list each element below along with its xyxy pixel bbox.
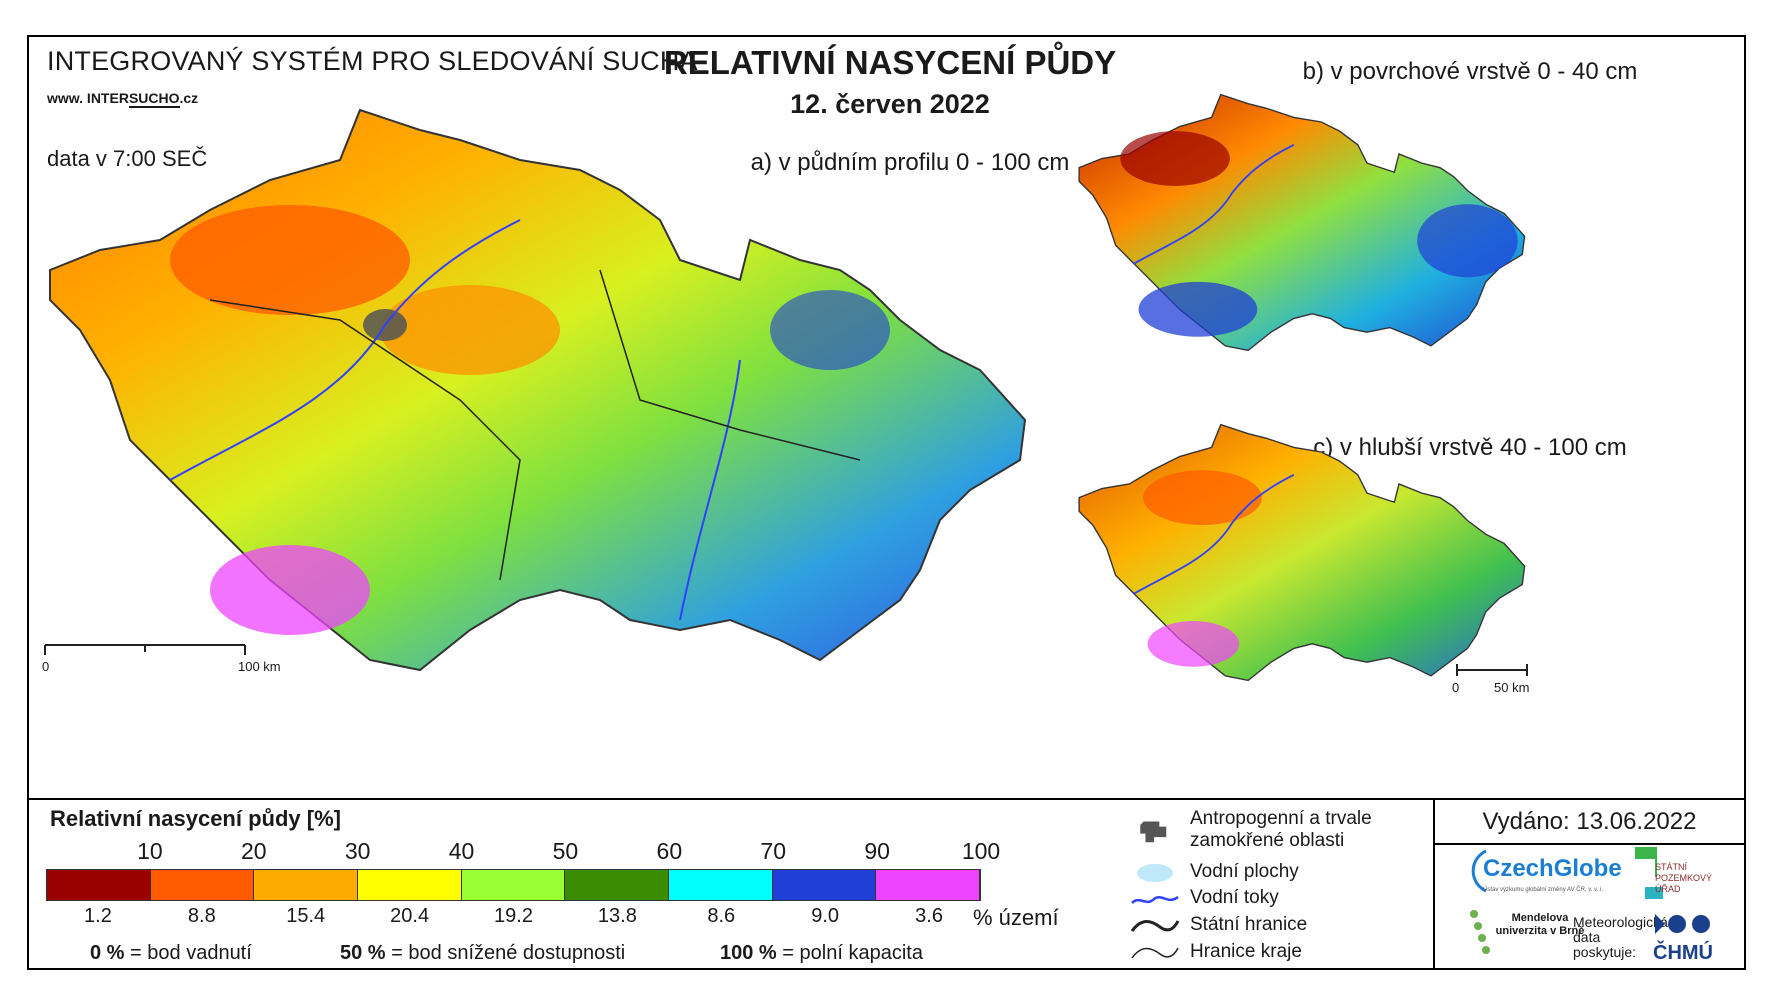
region-border-label: Hranice kraje — [1190, 941, 1302, 962]
surface-soil-map — [1078, 93, 1526, 352]
map-title: RELATIVNÍ NASYCENÍ PŮDY — [663, 44, 1117, 81]
small-scale-start: 0 — [1452, 680, 1460, 695]
legend-threshold: 90 — [864, 838, 890, 864]
legend-class-3 — [358, 870, 462, 900]
czechglobe-arc-icon — [1471, 849, 1487, 893]
deep-river — [1133, 474, 1295, 595]
legend-threshold: 70 — [760, 838, 787, 864]
surface-dry-nw — [1120, 131, 1230, 186]
system-title: INTEGROVANÝ SYSTÉM PRO SLEDOVÁNÍ SUCHA — [47, 46, 698, 76]
urban-area-label: Antropogenní a trvale zamokřené oblasti — [1190, 808, 1372, 851]
legend-class-1 — [150, 870, 255, 900]
surface-map-label: b) v povrchové vrstvě 0 - 40 cm — [1302, 58, 1638, 85]
legend-threshold: 50 — [552, 838, 579, 864]
legend-share: 15.4 — [286, 905, 326, 927]
legend-share: 3.6 — [915, 905, 943, 927]
river-morava — [679, 359, 741, 621]
main-soil-map — [44, 108, 1027, 672]
mendel-dots-icon — [1470, 910, 1490, 954]
definition-50: 50 % = bod snížené dostupnosti — [340, 942, 626, 964]
mendel-logo-text: Mendelova univerzita v Brně — [1495, 912, 1585, 937]
main-map-label: a) v půdním profilu 0 - 100 cm — [750, 149, 1070, 176]
legend-share: 19.2 — [494, 905, 533, 927]
issued-box — [1433, 800, 1746, 970]
river-main — [169, 219, 521, 481]
legend-share-unit: % území — [973, 905, 1059, 930]
map-date: 12. červen 2022 — [790, 89, 990, 119]
surface-river — [1133, 144, 1295, 265]
czechglobe-logo: CzechGlobe — [1483, 855, 1622, 882]
legend-class-4 — [461, 870, 566, 900]
chmu-logo-icon — [1655, 914, 1710, 934]
legend-class-6 — [669, 870, 773, 900]
legend-class-2 — [254, 870, 359, 900]
legend-threshold: 10 — [137, 838, 163, 864]
legend-share: 9.0 — [811, 905, 840, 927]
spu-logo-icon — [1635, 847, 1663, 899]
river-icon — [1131, 895, 1179, 904]
region-border-icon — [1131, 947, 1179, 959]
legend-threshold: 60 — [656, 838, 683, 864]
czech-outline-main — [49, 108, 1027, 672]
chmu-logo-text: ČHMÚ — [1653, 942, 1713, 964]
legend-share: 1.2 — [84, 905, 112, 927]
legend-threshold: 100 — [961, 838, 1001, 864]
dry-region-central — [380, 285, 560, 375]
wet-region-sw — [210, 545, 370, 635]
meteo-data-label: Meteorologická data poskytuje: — [1573, 914, 1668, 960]
deep-map-label: c) v hlubší vrstvě 40 - 100 cm — [1313, 434, 1627, 461]
urban-area-icon — [1140, 821, 1167, 843]
legend-share: 8.6 — [707, 905, 736, 927]
czechglobe-subtitle: Ústav výzkumu globální změny AV ČR, v. v… — [1483, 887, 1604, 893]
legend-share: 20.4 — [390, 905, 430, 927]
wet-region-ne — [770, 290, 890, 370]
surface-wet-sw — [1138, 281, 1258, 337]
dry-region-nw — [170, 205, 410, 315]
issued-date: Vydáno: 13.06.2022 — [1482, 808, 1697, 835]
czech-outline-deep — [1078, 423, 1526, 682]
legend-class-8 — [876, 870, 981, 900]
website-link[interactable]: www. INTERSUCHO.cz — [47, 90, 199, 108]
deep-wet-sw — [1147, 621, 1240, 667]
legend-share: 13.8 — [597, 905, 637, 927]
definition-0: 0 % = bod vadnutí — [90, 942, 252, 964]
legend-title: Relativní nasycení půdy [%] — [50, 806, 341, 831]
legend-threshold: 40 — [448, 838, 475, 864]
legend-class-0 — [47, 870, 151, 900]
legend-colorbar — [46, 869, 981, 901]
deep-soil-map — [1078, 423, 1526, 682]
main-scale-start: 0 — [42, 659, 50, 674]
issued-divider — [1433, 843, 1746, 845]
legend-threshold: 30 — [344, 838, 371, 864]
main-scale-end: 100 km — [238, 659, 281, 674]
river-label: Vodní toky — [1190, 887, 1279, 908]
water-body-icon — [1137, 864, 1173, 882]
region-border-2 — [599, 269, 861, 461]
legend-class-7 — [772, 870, 877, 900]
region-border-1 — [209, 299, 521, 581]
surface-wet-e — [1417, 204, 1518, 278]
definition-100: 100 % = polní kapacita — [720, 942, 923, 964]
legend-class-5 — [565, 870, 670, 900]
figure-frame — [27, 35, 1746, 970]
small-scale-end: 50 km — [1494, 680, 1530, 695]
state-border-label: Státní hranice — [1190, 914, 1308, 935]
deep-dry-nw — [1143, 470, 1262, 526]
map-panel — [27, 35, 1746, 800]
legend-threshold: 20 — [240, 838, 267, 864]
spu-logo-text: STÁTNÍ POZEMKOVÝ ÚŘAD — [1655, 862, 1713, 894]
legend-share: 8.8 — [187, 905, 216, 927]
water-body-label: Vodní plochy — [1190, 861, 1299, 882]
data-time: data v 7:00 SEČ — [47, 146, 208, 171]
state-border-icon — [1130, 920, 1180, 932]
small-scale-bar — [1456, 664, 1528, 676]
